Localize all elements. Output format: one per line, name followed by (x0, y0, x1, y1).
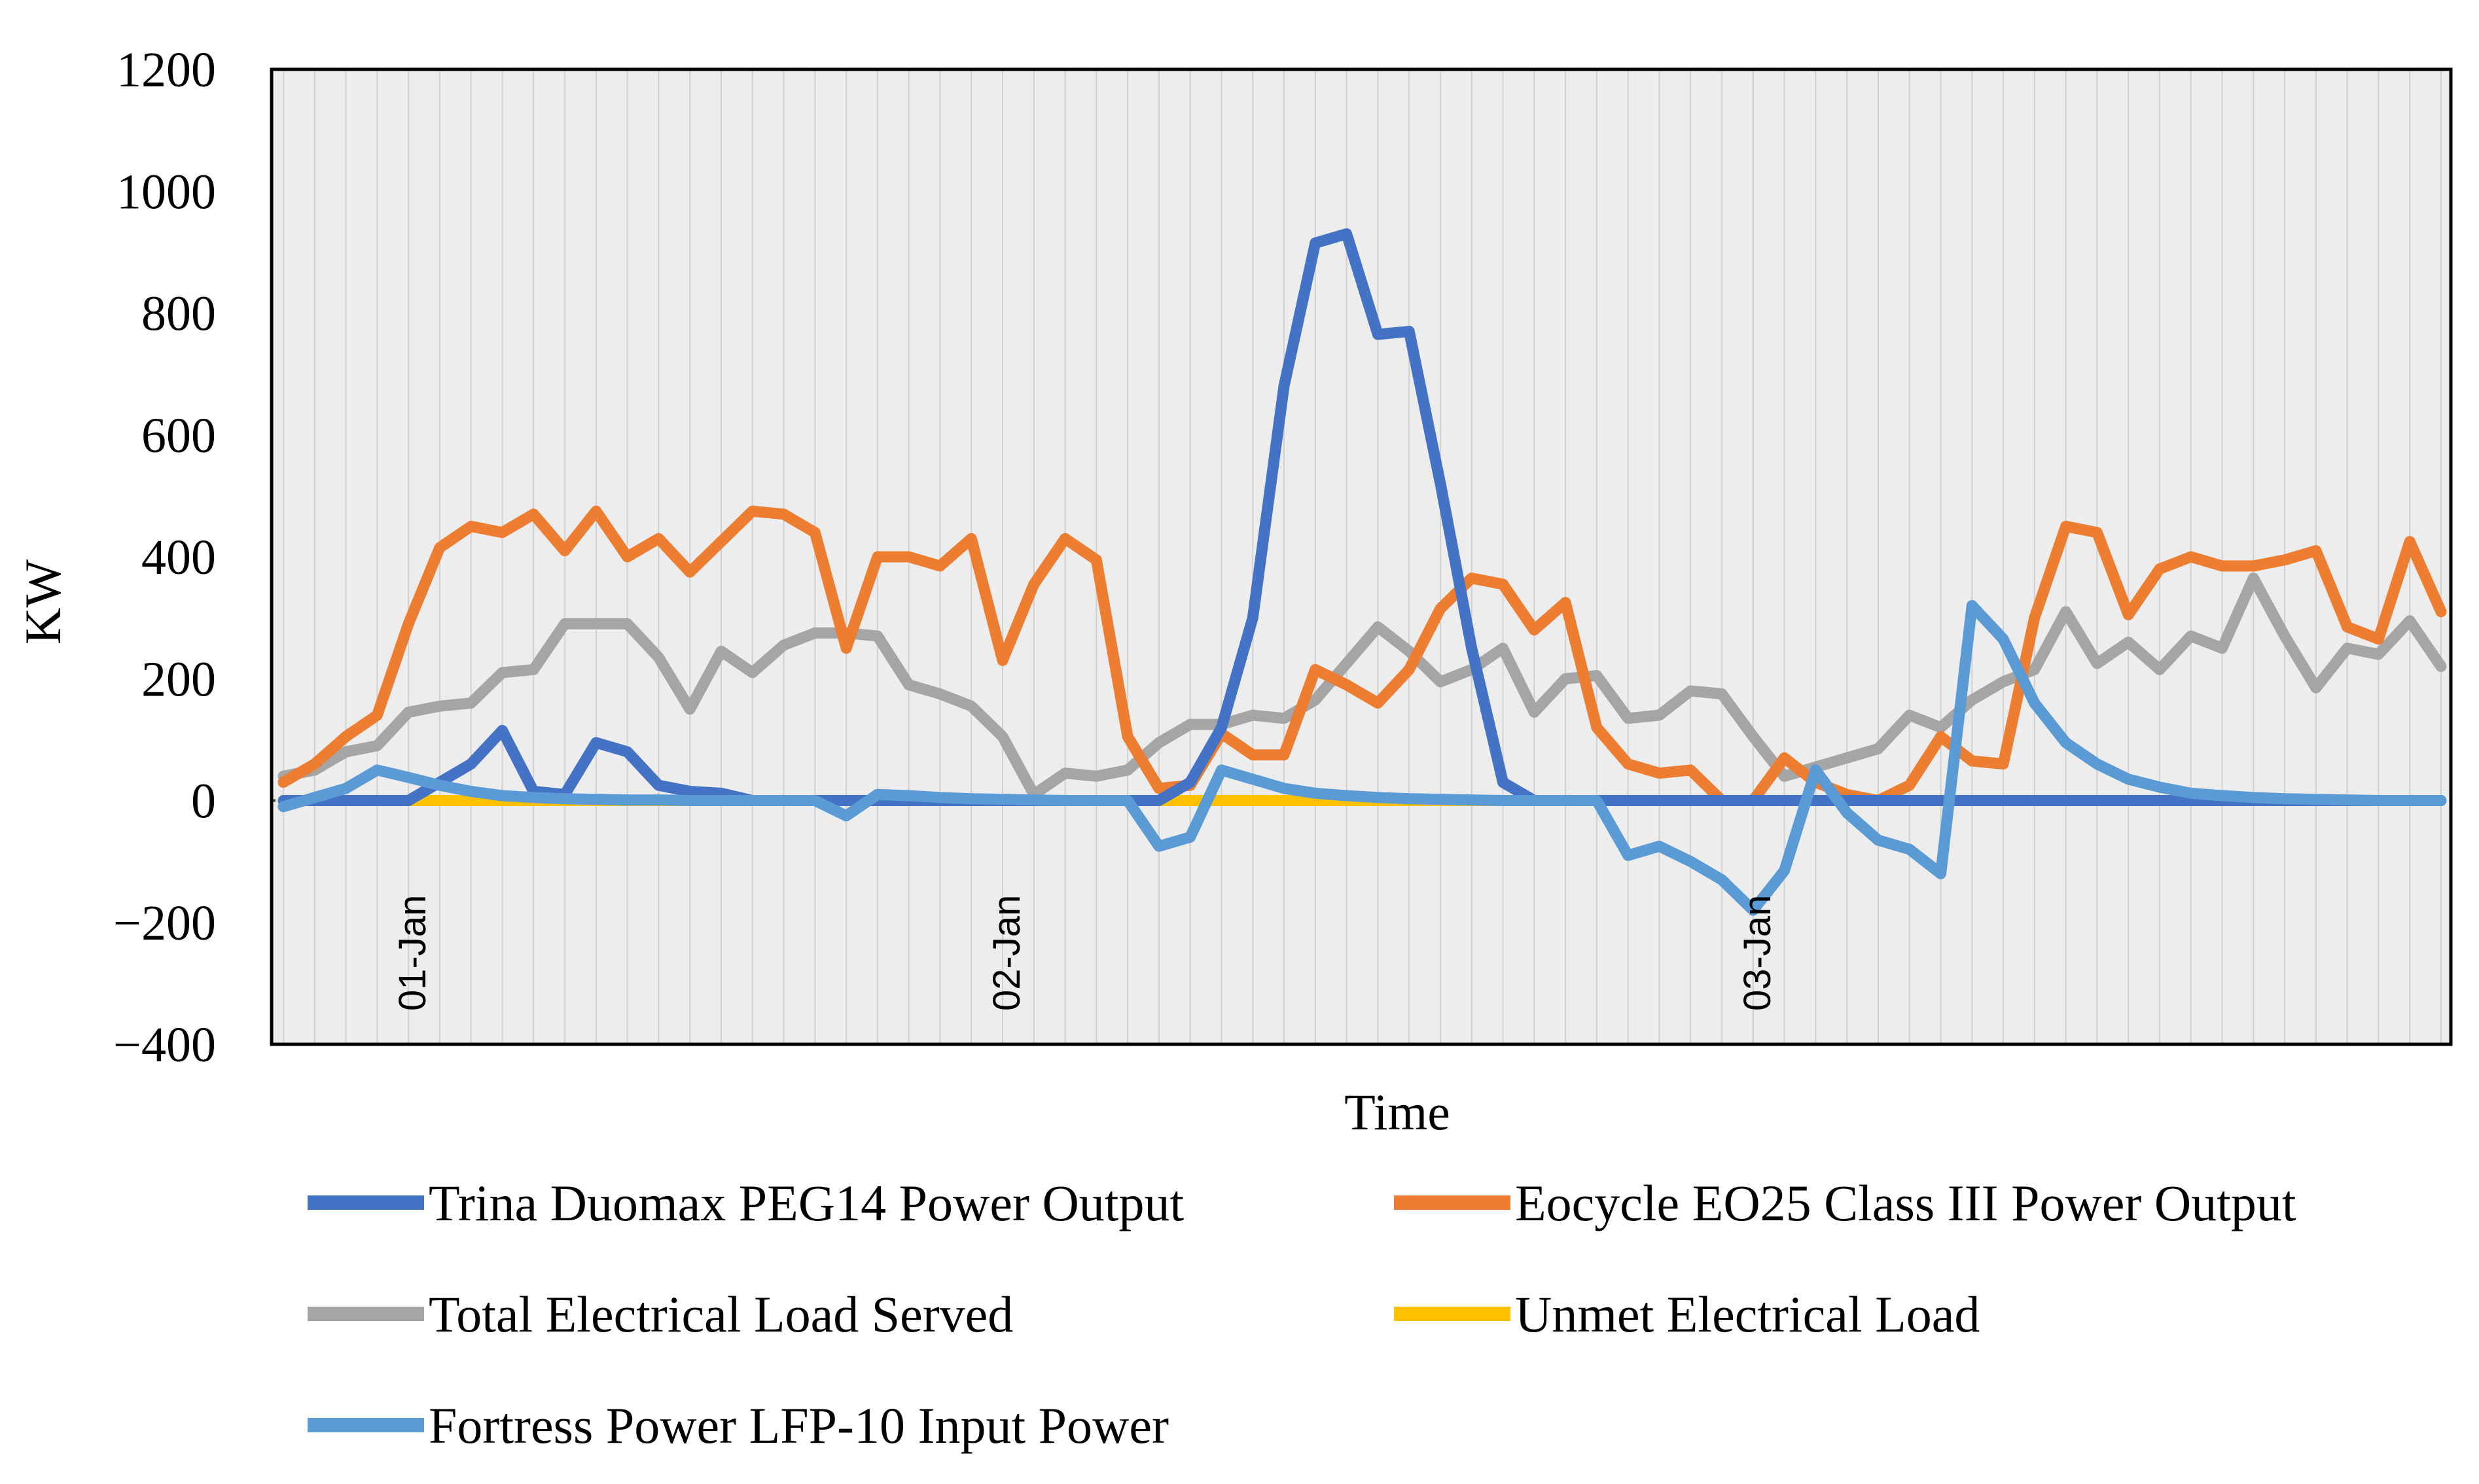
legend-label-unmet-load: Unmet Electrical Load (1515, 1286, 1980, 1343)
y-axis-title: KW (14, 559, 71, 645)
series-line-2 (277, 573, 2447, 800)
legend-item-eocycle: Eocycle EO25 Class III Power Output (1394, 1175, 2296, 1231)
y-tick-label: 600 (141, 408, 216, 463)
series-lines (277, 228, 2447, 916)
y-tick-label: 400 (141, 530, 216, 585)
y-tick-label: −400 (113, 1017, 216, 1072)
series-line-4 (277, 600, 2447, 916)
x-axis-title: Time (1344, 1084, 1450, 1140)
legend-label-trina: Trina Duomax PEG14 Power Output (429, 1175, 1184, 1231)
y-tick-label: 0 (191, 774, 216, 829)
legend-item-unmet-load: Unmet Electrical Load (1394, 1286, 1980, 1343)
series-line-0 (277, 228, 2447, 806)
legend-item-trina: Trina Duomax PEG14 Power Output (308, 1175, 1184, 1231)
y-tick-label: 1200 (116, 43, 216, 97)
y-tick-label: 800 (141, 287, 216, 342)
date-labels: 01-Jan 02-Jan 03-Jan (391, 895, 1779, 1011)
plot-area (272, 69, 2451, 1044)
legend-item-total-load: Total Electrical Load Served (308, 1286, 1013, 1343)
y-tick-label: 200 (141, 652, 216, 707)
legend: Trina Duomax PEG14 Power Output Eocycle … (308, 1175, 2296, 1454)
legend-label-eocycle: Eocycle EO25 Class III Power Output (1515, 1175, 2296, 1231)
plot-border (270, 67, 2453, 1046)
date-label: 03-Jan (1736, 895, 1779, 1011)
legend-item-fortress: Fortress Power LFP-10 Input Power (308, 1397, 1169, 1454)
y-axis-tick-labels: −400 −200 0 200 400 600 800 1000 1200 (113, 43, 216, 1072)
series-line-1 (277, 505, 2447, 806)
legend-label-fortress: Fortress Power LFP-10 Input Power (429, 1397, 1169, 1454)
legend-label-total-load: Total Electrical Load Served (429, 1286, 1013, 1343)
y-tick-label: 1000 (116, 164, 216, 219)
date-label: 01-Jan (391, 895, 434, 1011)
y-tick-label: −200 (113, 896, 216, 951)
date-label: 02-Jan (986, 895, 1028, 1011)
